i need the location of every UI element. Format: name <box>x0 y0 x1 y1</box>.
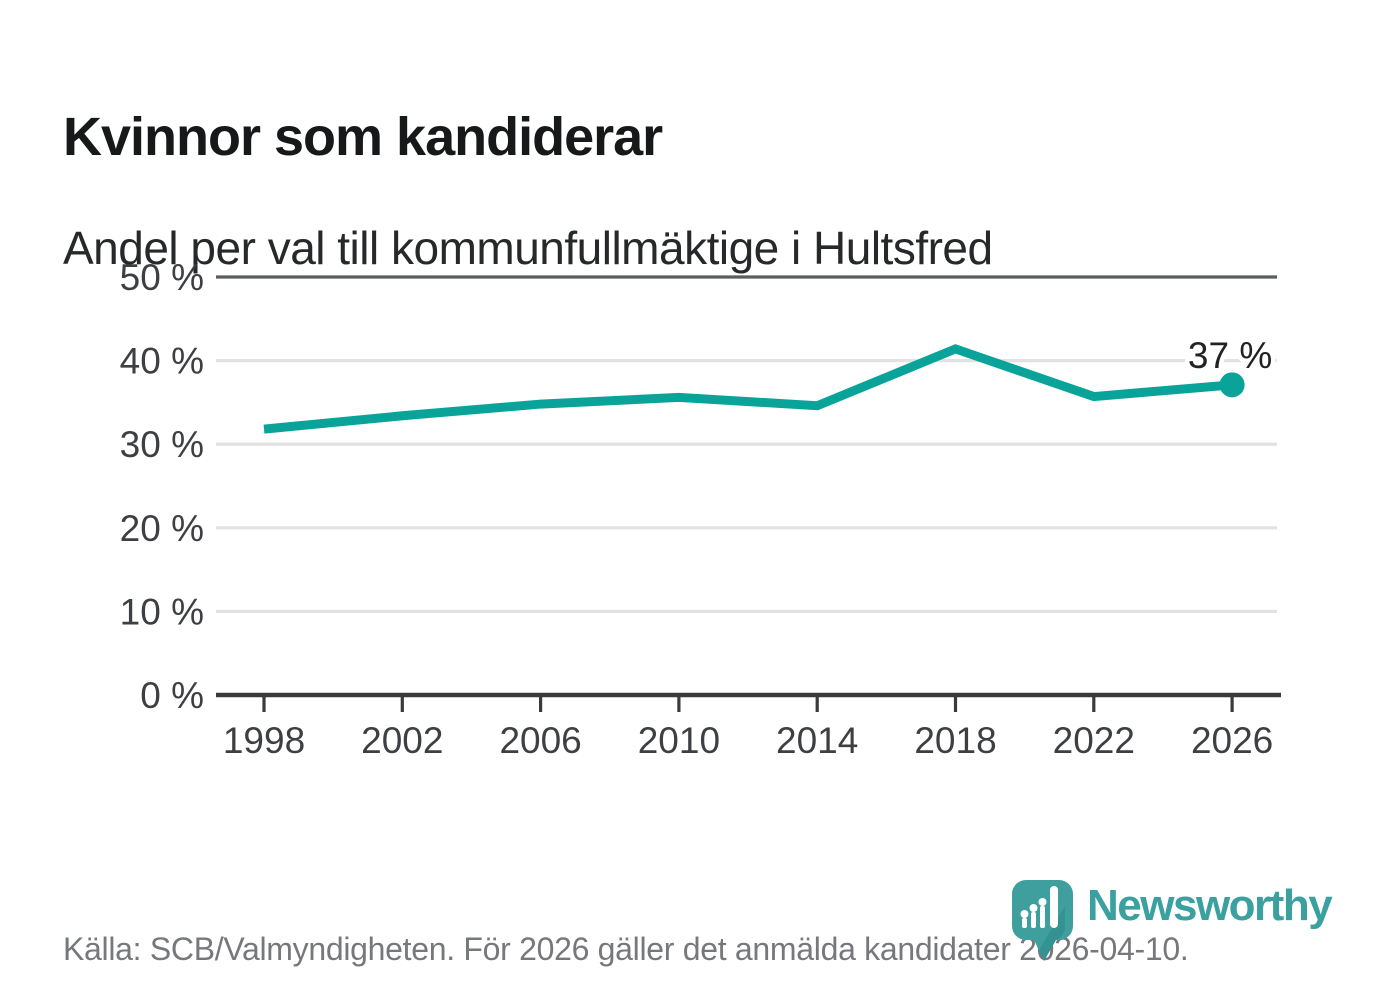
y-axis-tick-label: 40 % <box>120 341 204 382</box>
x-axis-tick-label: 2018 <box>914 720 996 761</box>
y-axis-tick-label: 0 % <box>140 675 204 716</box>
x-axis-tick-label: 2014 <box>776 720 858 761</box>
x-axis-tick-label: 2022 <box>1053 720 1135 761</box>
x-axis-tick-label: 2026 <box>1191 720 1273 761</box>
newsworthy-wordmark: Newsworthy <box>1087 881 1333 930</box>
chart-title: Kvinnor som kandiderar <box>63 107 663 168</box>
x-axis-tick-label: 2006 <box>499 720 581 761</box>
chart-subtitle: Andel per val till kommunfullmäktige i H… <box>63 222 993 274</box>
data-line-kvinnor <box>263 344 1233 434</box>
y-axis-tick-label: 50 % <box>120 257 204 298</box>
x-axis-tick-label: 2010 <box>638 720 720 761</box>
x-axis-tick-label: 2002 <box>361 720 443 761</box>
y-axis-tick-label: 20 % <box>120 508 204 549</box>
x-axis-tick-label: 1998 <box>223 720 305 761</box>
newsworthy-pin-barchart-icon <box>1012 880 1073 961</box>
source-note: Källa: SCB/Valmyndigheten. För 2026 gäll… <box>63 931 1189 967</box>
newsworthy-logo: Newsworthy <box>1012 880 1333 963</box>
end-point-marker <box>1219 372 1245 398</box>
y-axis-tick-label: 10 % <box>120 591 204 632</box>
end-value-label: 37 % <box>1188 335 1272 376</box>
y-axis-tick-label: 30 % <box>120 424 204 465</box>
